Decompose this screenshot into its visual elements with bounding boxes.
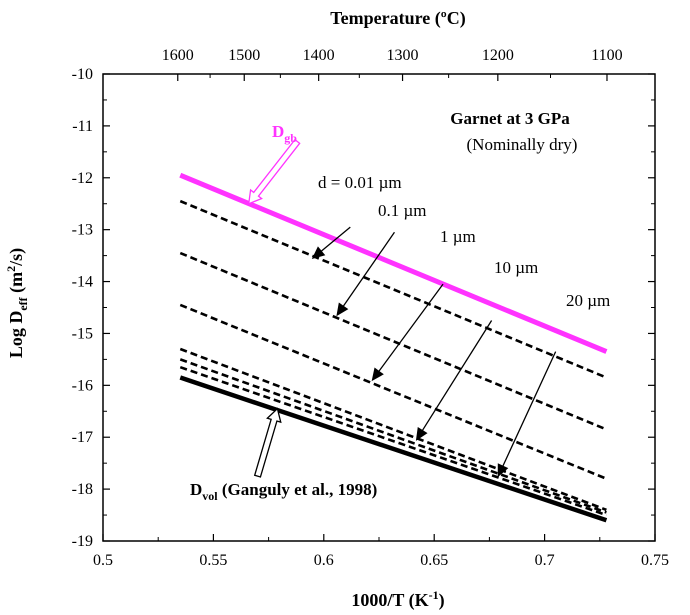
y-axis-title: Log Deff (m2/s) bbox=[4, 248, 30, 358]
top-axis-title: Temperature (ºC) bbox=[330, 8, 465, 29]
label-d10: 10 µm bbox=[494, 258, 538, 277]
label-d20: 20 µm bbox=[566, 291, 610, 310]
arrow-layer bbox=[247, 138, 557, 478]
label-dvol-sub: vol bbox=[202, 489, 218, 503]
y-axis-title-sup: 2 bbox=[4, 266, 18, 272]
y-tick-label: -11 bbox=[72, 118, 93, 135]
x-axis-title-tail: ) bbox=[439, 590, 445, 611]
x-axis-title: 1000/T (K-1) bbox=[351, 588, 444, 611]
y-tick-label: -10 bbox=[72, 66, 93, 83]
axes-layer: 0.5 0.55 0.6 0.65 0.7 0.75 -10 -11 -12 -13 -14 -15 -… bbox=[72, 47, 669, 569]
annotation-title-line2: (Nominally dry) bbox=[467, 135, 578, 154]
y-tick-label: -17 bbox=[72, 429, 93, 446]
top-tick-label: 1200 bbox=[482, 47, 514, 64]
label-dgb-sub: gb bbox=[284, 131, 297, 145]
top-tick-label: 1500 bbox=[228, 47, 260, 64]
x-tick-label: 0.7 bbox=[535, 552, 555, 569]
label-dgb: Dgb bbox=[272, 122, 297, 145]
y-tick-label: -12 bbox=[72, 170, 93, 187]
label-dgb-main: D bbox=[272, 122, 284, 141]
x-tick-label: 0.55 bbox=[199, 552, 227, 569]
arrowhead-d001 bbox=[311, 246, 326, 259]
top-tick-label: 1600 bbox=[162, 47, 194, 64]
series-line-2 bbox=[179, 251, 607, 431]
y-tick-label: -19 bbox=[72, 533, 93, 550]
x-tick-label: 0.75 bbox=[641, 552, 669, 569]
series-line-4 bbox=[179, 347, 607, 512]
label-dvol: Dvol (Ganguly et al., 1998) bbox=[190, 480, 377, 503]
hollow-arrow-dgb bbox=[247, 138, 301, 205]
top-tick-label: 1100 bbox=[591, 47, 622, 64]
y-tick-label: -14 bbox=[72, 274, 93, 291]
y-axis-title-tail: /s) bbox=[6, 248, 27, 267]
y-axis-title-mid: (m bbox=[6, 272, 27, 298]
x-axis-title-sup: -1 bbox=[429, 588, 439, 602]
y-tick-label: -16 bbox=[72, 377, 93, 394]
arrow-d001 bbox=[319, 226, 351, 253]
arrow-d10 bbox=[420, 320, 493, 433]
series-layer bbox=[179, 172, 608, 523]
hollow-arrow-dvol bbox=[253, 407, 282, 478]
arrowhead-d20 bbox=[497, 463, 509, 478]
arrow-d01 bbox=[341, 231, 395, 309]
x-axis-title-main: 1000/T (K bbox=[351, 590, 428, 611]
y-tick-label: -13 bbox=[72, 222, 93, 239]
arrow-d20 bbox=[501, 351, 557, 469]
annotation-title-line1: Garnet at 3 GPa bbox=[450, 109, 570, 128]
label-d001: d = 0.01 µm bbox=[318, 173, 402, 192]
y-tick-label: -18 bbox=[72, 481, 93, 498]
arrow-d1 bbox=[377, 283, 444, 374]
x-tick-label: 0.5 bbox=[93, 552, 113, 569]
series-line-7 bbox=[179, 375, 608, 523]
label-dvol-main: D bbox=[190, 480, 202, 499]
x-tick-label: 0.65 bbox=[420, 552, 448, 569]
series-line-5 bbox=[179, 358, 607, 514]
label-d01: 0.1 µm bbox=[378, 201, 427, 220]
label-d1: 1 µm bbox=[440, 227, 476, 246]
y-axis-title-pre: Log D bbox=[6, 311, 26, 359]
y-tick-label: -15 bbox=[72, 325, 93, 342]
arrowhead-d10 bbox=[415, 427, 428, 441]
series-line-3 bbox=[179, 303, 607, 480]
top-tick-label: 1400 bbox=[303, 47, 335, 64]
y-axis-title-sub: eff bbox=[16, 296, 30, 310]
x-tick-label: 0.6 bbox=[314, 552, 334, 569]
top-tick-label: 1300 bbox=[387, 47, 419, 64]
series-line-6 bbox=[179, 365, 607, 517]
arrowhead-d01 bbox=[336, 302, 349, 317]
series-line-0 bbox=[179, 172, 608, 354]
arrowhead-d1 bbox=[371, 367, 384, 382]
label-dvol-ref: (Ganguly et al., 1998) bbox=[218, 480, 378, 499]
